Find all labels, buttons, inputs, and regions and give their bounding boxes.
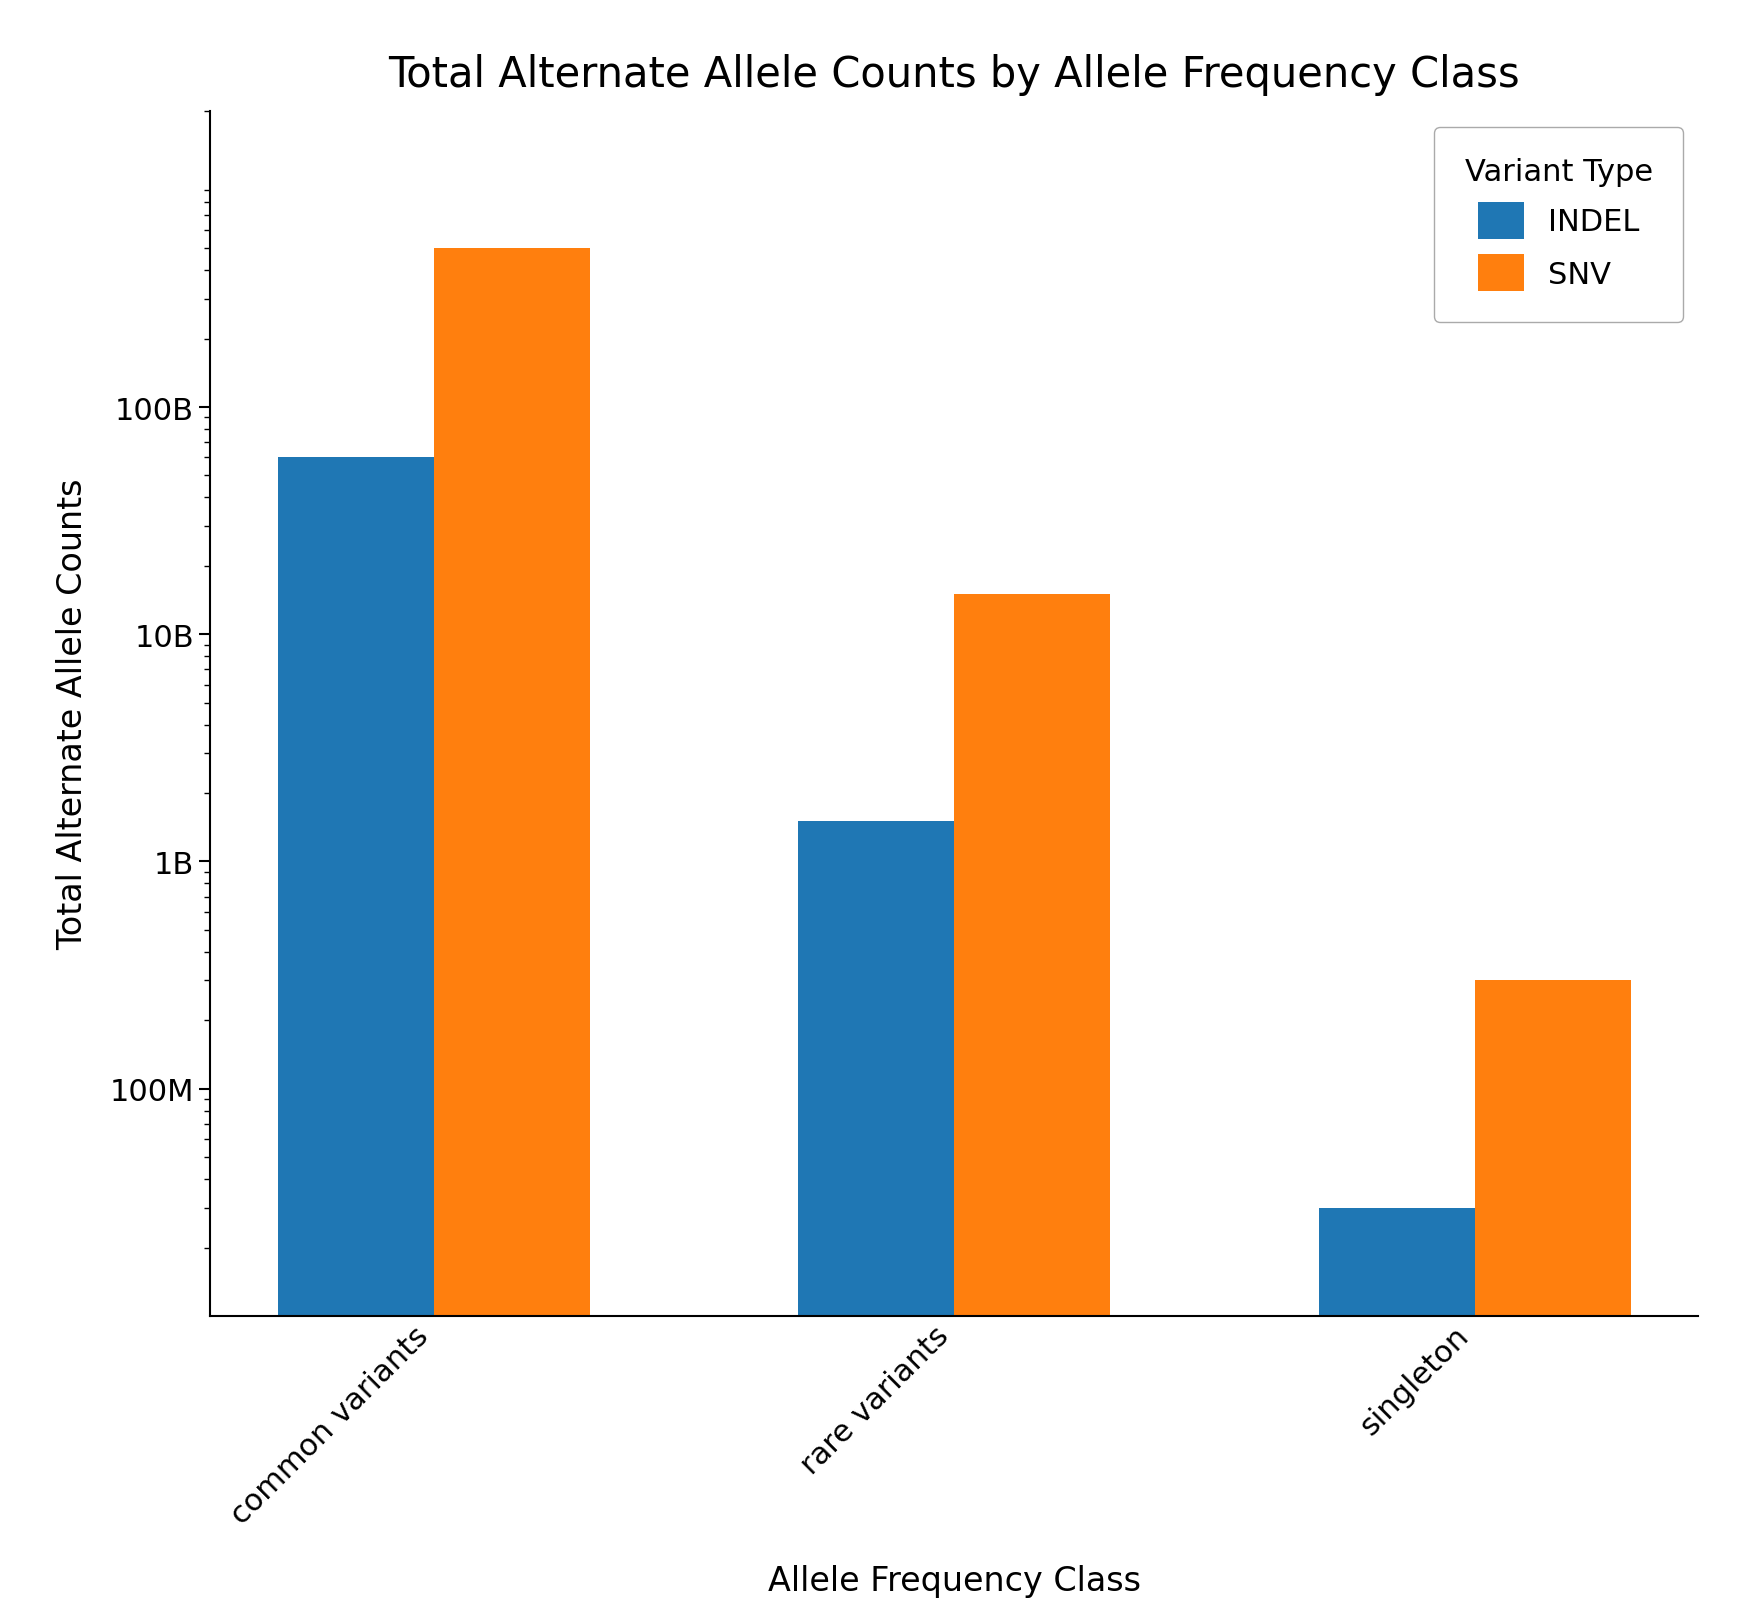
Bar xyxy=(434,249,590,1605)
Bar xyxy=(1474,981,1630,1605)
Legend: INDEL, SNV: INDEL, SNV xyxy=(1434,128,1683,323)
Bar xyxy=(798,822,954,1605)
Y-axis label: Total Alternate Allele Counts: Total Alternate Allele Counts xyxy=(56,478,89,950)
Bar xyxy=(278,457,434,1605)
X-axis label: Allele Frequency Class: Allele Frequency Class xyxy=(767,1565,1142,1597)
Bar xyxy=(1319,1207,1474,1605)
Bar xyxy=(954,595,1110,1605)
Title: Total Alternate Allele Counts by Allele Frequency Class: Total Alternate Allele Counts by Allele … xyxy=(389,55,1520,96)
